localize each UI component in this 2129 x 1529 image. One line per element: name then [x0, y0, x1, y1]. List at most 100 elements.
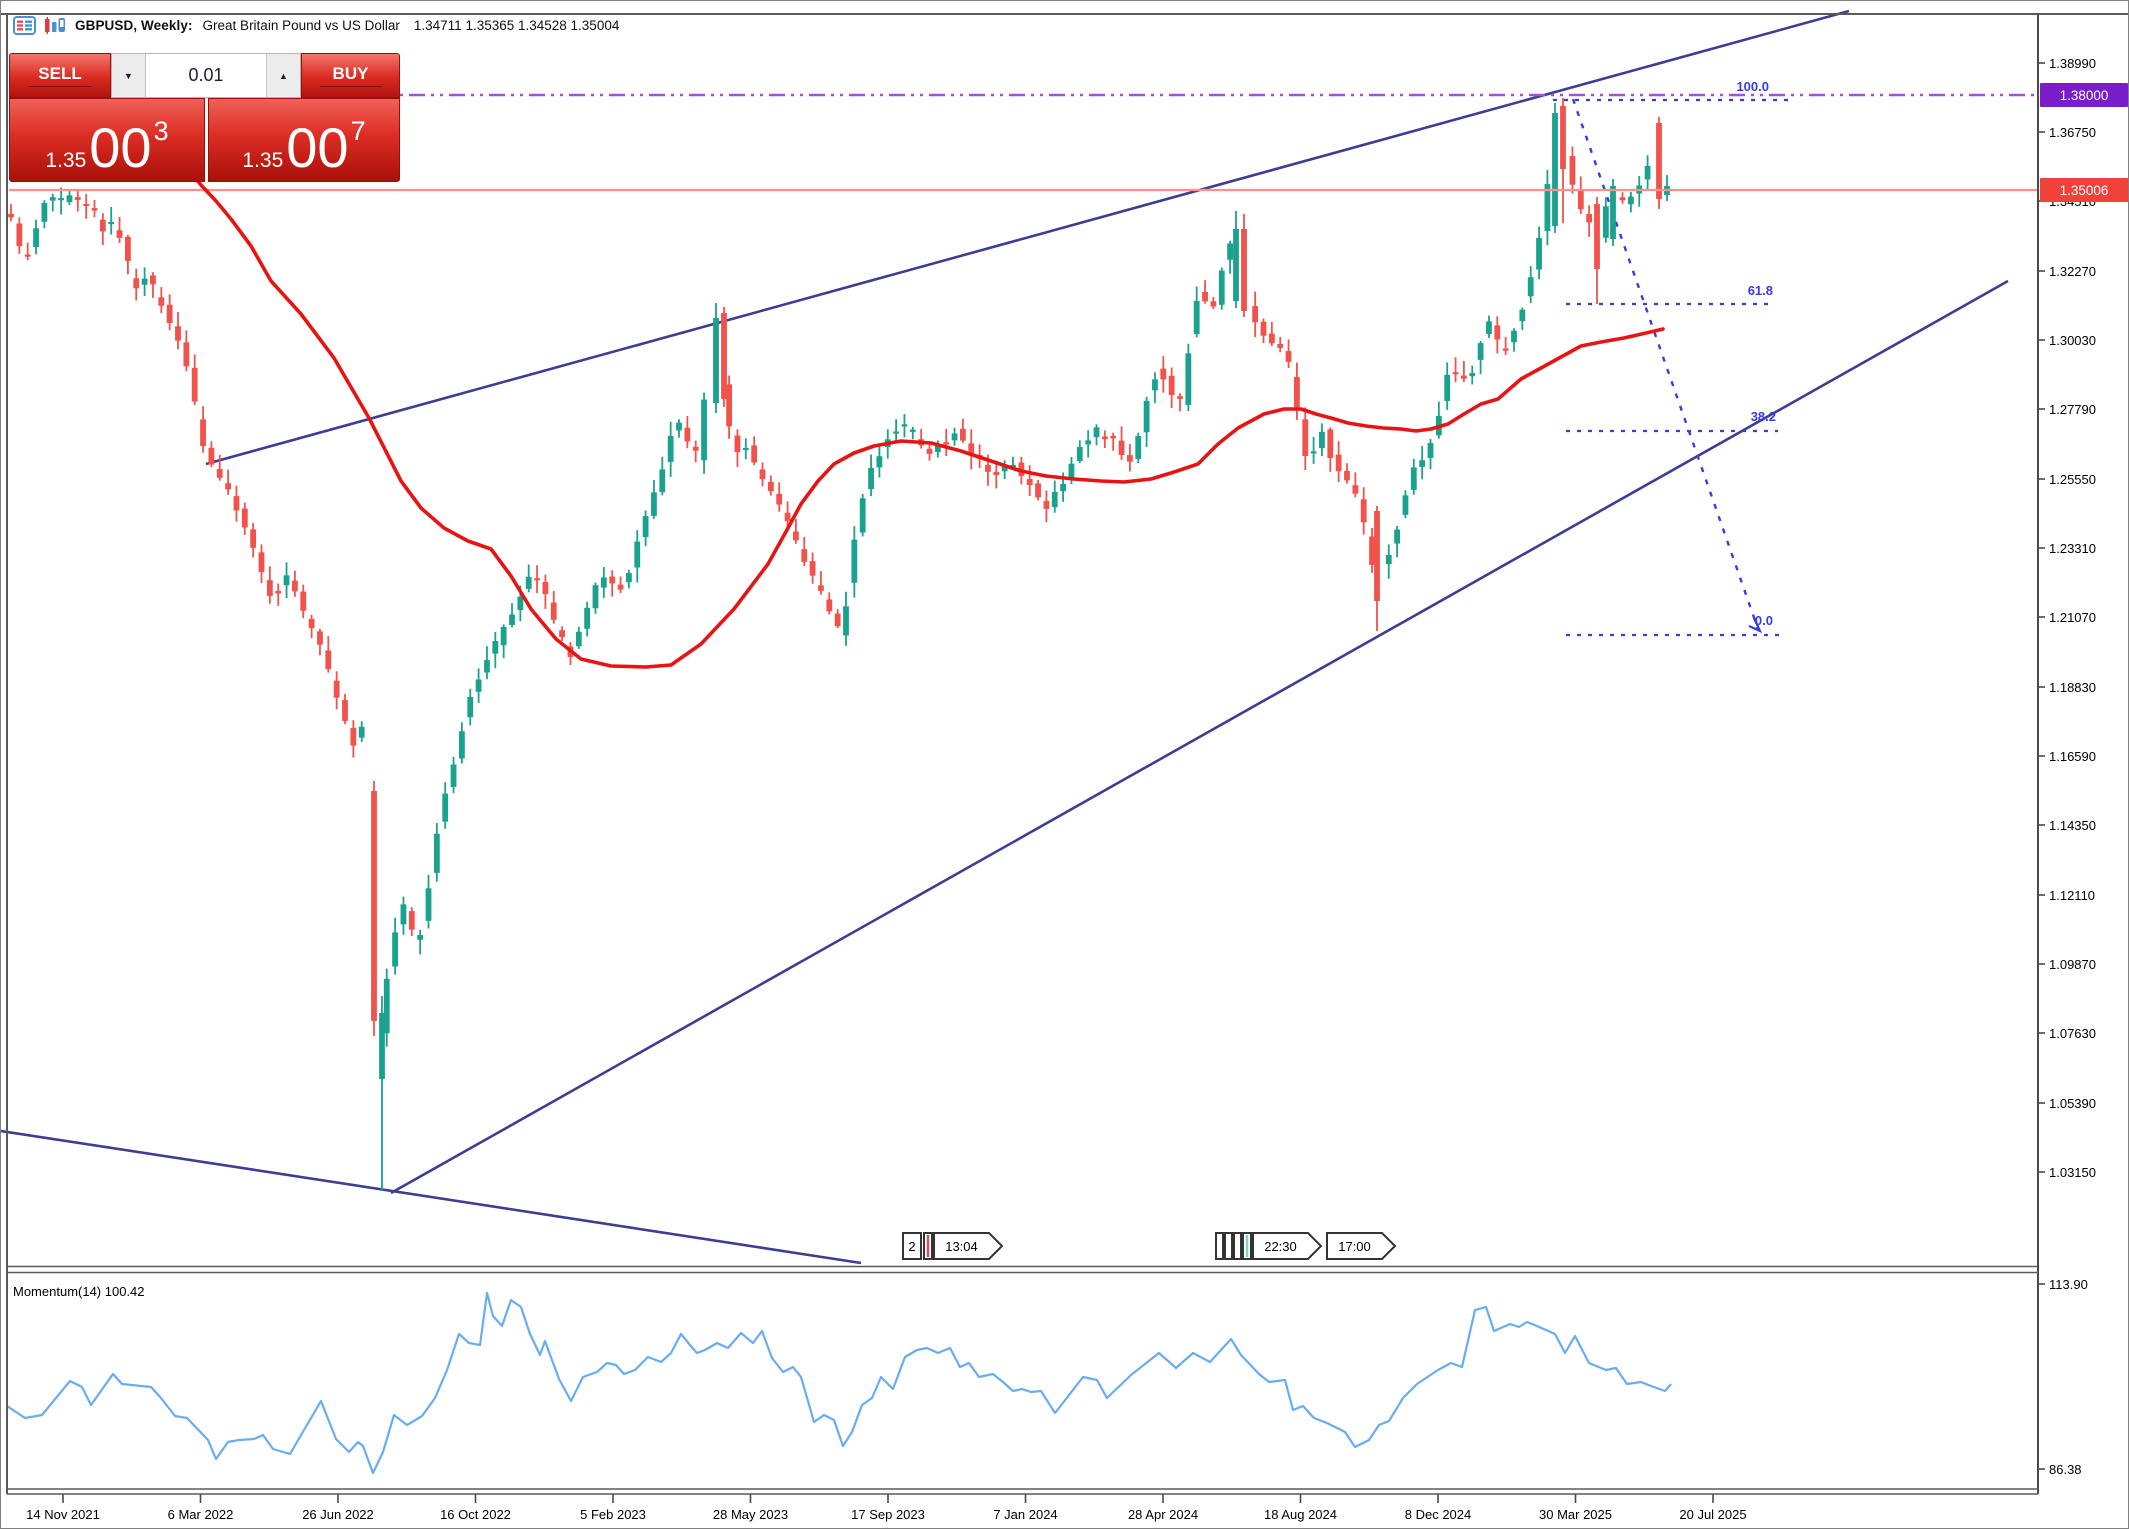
candle-body-bull: [509, 614, 515, 626]
candle-body-bear: [250, 529, 257, 548]
time-tag-label: 22:30: [1264, 1239, 1297, 1254]
candle-body-bull: [742, 447, 749, 451]
trend-line-1[interactable]: [205, 9, 1850, 466]
sell-price-panel[interactable]: 1.35 00 3: [9, 98, 205, 182]
time-tag-pennant[interactable]: [1252, 1232, 1323, 1260]
candle-body-bear: [801, 549, 808, 562]
candle-body-bear: [1374, 511, 1380, 601]
candle-body-bear: [767, 482, 774, 492]
time-tag-pennant[interactable]: [1326, 1232, 1397, 1260]
time-tag-thin[interactable]: [1233, 1232, 1242, 1260]
candle-body-bull: [1001, 465, 1008, 472]
candle-body-bear: [1118, 440, 1125, 455]
candle-body-bear: [534, 578, 540, 581]
candle-body-bear: [1168, 375, 1175, 395]
candle-body-bull: [1152, 379, 1158, 391]
candle-body-bear: [726, 384, 732, 427]
candle-body-bear: [8, 213, 14, 218]
time-tag-box[interactable]: [902, 1232, 922, 1260]
price-axis-label: 1.05390: [2049, 1096, 2096, 1111]
volume-up-button[interactable]: ▲: [267, 54, 300, 97]
candle-body-bull: [1185, 353, 1192, 406]
candle-body-bull: [1394, 529, 1400, 544]
candle-body-bull: [868, 467, 874, 490]
candle-body-bear: [692, 446, 699, 451]
candle-body-bull: [283, 575, 290, 586]
candle-body-bear: [1352, 485, 1359, 494]
volume-down-button[interactable]: ▼: [112, 54, 145, 97]
momentum-line: [6, 1291, 1672, 1475]
candle-body-bull: [379, 1013, 385, 1079]
candle-body-bear: [1656, 123, 1662, 199]
candle-body-bull: [1010, 464, 1016, 468]
buy-price-panel[interactable]: 1.35 00 7: [208, 98, 400, 182]
time-tag-thin[interactable]: [1215, 1232, 1224, 1260]
candle-body-bear: [258, 552, 265, 573]
candle-body-bull: [642, 516, 649, 538]
bid-price-badge: 1.35006: [2040, 178, 2128, 202]
candle-body-bear: [793, 531, 799, 541]
volume-input[interactable]: 0.01: [145, 54, 267, 97]
trade-panel-icon[interactable]: [13, 15, 36, 35]
date-axis-label: 26 Jun 2022: [302, 1507, 374, 1522]
candle-body-bull: [1644, 165, 1651, 180]
candle-body-bull: [1419, 460, 1426, 467]
candle-body-bull: [33, 228, 39, 248]
candle-body-bear: [1502, 348, 1509, 351]
candle-body-bull: [843, 606, 849, 636]
candle-body-bear: [1360, 499, 1367, 523]
candle-body-bull: [500, 626, 507, 646]
candle-body-bull: [442, 793, 449, 822]
time-tag-thin[interactable]: [1224, 1232, 1233, 1260]
sell-button[interactable]: SELL: [9, 53, 111, 98]
candle-body-bull: [417, 935, 424, 940]
fib-diagonal-line[interactable]: [1571, 98, 1760, 630]
candle-body-bear: [1277, 343, 1284, 348]
candle-body-bear: [371, 791, 377, 1021]
candle-body-bear: [158, 297, 165, 306]
candle-body-bear: [684, 427, 691, 442]
candle-body-bull: [1536, 237, 1542, 270]
candle-body-bull: [1628, 196, 1634, 205]
price-axis-label: 1.12110: [2049, 888, 2095, 903]
candle-body-bull: [358, 726, 365, 738]
candle-body-bull: [108, 221, 115, 225]
time-tag-pennant[interactable]: [933, 1232, 1004, 1260]
candle-body-bull: [651, 492, 657, 516]
candle-body-bear: [1260, 321, 1267, 336]
candle-body-bull: [1233, 229, 1239, 301]
candle-body-bear: [225, 483, 231, 490]
trend-line-2[interactable]: [390, 279, 2009, 1195]
trend-line-3[interactable]: [1, 1129, 862, 1265]
candle-body-bear: [734, 435, 741, 453]
candle-body-bull: [1068, 463, 1075, 480]
candle-body-bear: [542, 582, 549, 595]
chart-title-bar: GBPUSD, Weekly: Great Britain Pound vs U…: [13, 13, 619, 37]
price-axis-label: 1.30030: [2049, 333, 2096, 348]
candle-body-bull: [517, 596, 524, 611]
candle-body-bear: [1160, 368, 1167, 380]
buy-button[interactable]: BUY: [301, 53, 400, 98]
candle-body-bull: [1076, 447, 1083, 461]
moving-average-line[interactable]: [189, 171, 1665, 669]
candle-body-bull: [400, 904, 407, 925]
candle-body-bull: [1060, 483, 1066, 492]
candle-body-bear: [559, 630, 565, 638]
candle-body-bull: [459, 731, 465, 759]
candle-body-bull: [1135, 435, 1142, 460]
candle-body-bull: [1227, 243, 1233, 260]
date-axis-label: 6 Mar 2022: [168, 1507, 234, 1522]
chart-symbol-icon[interactable]: [44, 16, 67, 35]
candle-body-bear: [926, 448, 933, 454]
candle-body-bull: [600, 577, 607, 588]
candle-body-bear: [834, 613, 841, 627]
candle-body-bear: [216, 469, 223, 478]
symbol-period-label: GBPUSD, Weekly:: [75, 17, 193, 33]
candle-body-bear: [191, 367, 198, 402]
candle-body-bear: [784, 512, 791, 521]
candle-body-bull: [467, 696, 474, 718]
candle-body-bull: [893, 431, 899, 434]
candle-body-bear: [1335, 454, 1342, 472]
